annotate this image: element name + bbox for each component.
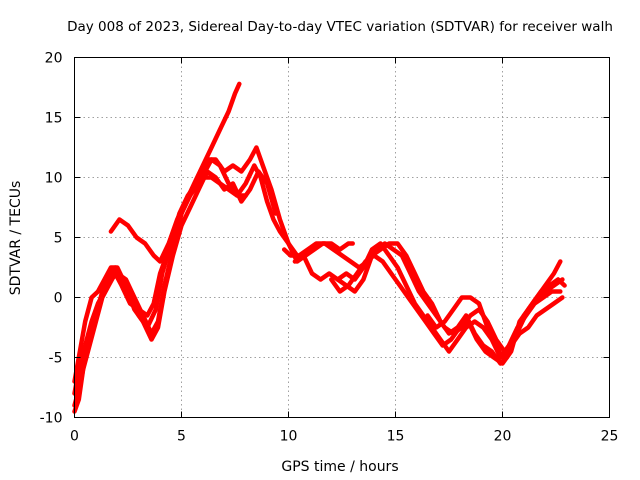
y-tick-label: 5 xyxy=(54,231,63,247)
axis-ticks: 0 5 10 15 20 25 -10 -5 0 5 10 15 20 xyxy=(40,51,619,445)
x-tick-label: 25 xyxy=(601,429,619,445)
series-line-trace-7 xyxy=(292,241,567,366)
y-tick-label: -5 xyxy=(49,351,63,367)
x-tick-label: 5 xyxy=(177,429,186,445)
series-line-trace-1 xyxy=(72,81,242,414)
y-tick-label: 20 xyxy=(45,51,63,67)
series-line-trace-9 xyxy=(335,241,563,360)
series-group xyxy=(72,81,567,414)
series-line-trace-5 xyxy=(108,175,248,264)
x-axis-label: GPS time / hours xyxy=(281,459,398,475)
x-tick-label: 10 xyxy=(280,429,298,445)
series-line-trace-3 xyxy=(72,145,300,396)
y-tick-label: -10 xyxy=(40,411,63,427)
grid xyxy=(74,57,610,418)
x-tick-label: 15 xyxy=(387,429,405,445)
series-line-trace-2 xyxy=(72,157,355,408)
y-tick-label: 0 xyxy=(54,291,63,307)
series-line-trace-10 xyxy=(425,295,565,360)
series-line-trace-4 xyxy=(72,169,278,384)
y-axis-label: SDTVAR / TECUs xyxy=(8,181,24,296)
x-tick-label: 0 xyxy=(70,429,79,445)
y-tick-label: 10 xyxy=(45,171,63,187)
chart-title: Day 008 of 2023, Sidereal Day-to-day VTE… xyxy=(67,19,613,35)
x-tick-label: 20 xyxy=(494,429,512,445)
y-tick-label: 15 xyxy=(45,111,63,127)
